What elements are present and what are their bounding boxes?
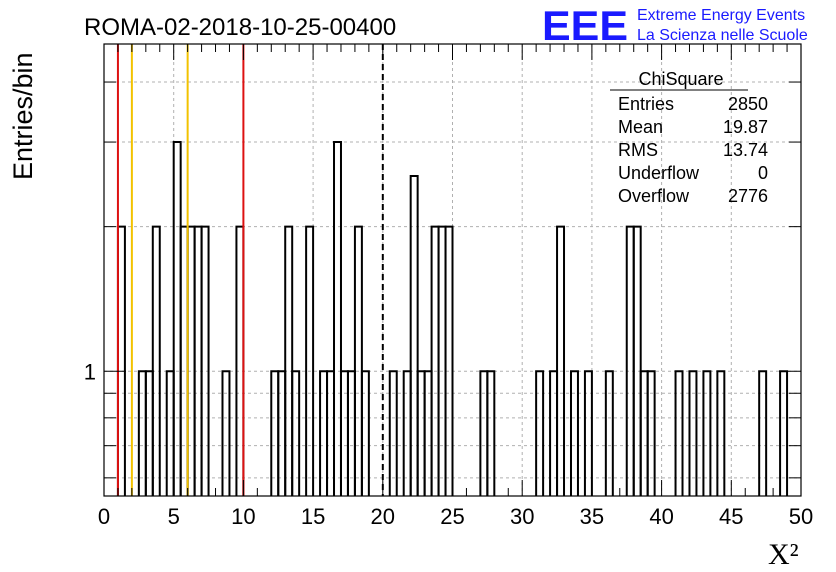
stats-value-mean: 19.87 <box>723 117 768 137</box>
logo-line-2: La Scienza nelle Scuole <box>637 27 808 44</box>
histogram-bar <box>535 370 545 496</box>
stats-label-overflow: Overflow <box>618 186 690 206</box>
stats-value-overflow: 2776 <box>728 186 768 206</box>
histogram-bar <box>179 225 189 496</box>
histogram-bar <box>479 370 489 496</box>
stats-label-entries: Entries <box>618 94 674 114</box>
histogram-bar <box>716 370 726 496</box>
histogram-bar <box>186 225 196 496</box>
x-tick-label: 20 <box>371 504 395 529</box>
histogram-bar <box>688 370 698 496</box>
stats-label-mean: Mean <box>618 117 663 137</box>
threshold-lines <box>116 44 384 496</box>
histogram-bar <box>625 225 635 496</box>
histogram-bar <box>549 370 559 496</box>
statistics-box: ChiSquare Entries 2850 Mean 19.87 RMS 13… <box>610 69 768 206</box>
histogram-bar <box>779 370 789 496</box>
histogram-bar <box>674 370 684 496</box>
stats-value-rms: 13.74 <box>723 140 768 160</box>
x-tick-label: 30 <box>510 504 534 529</box>
histogram-bar <box>556 225 566 496</box>
histogram-bar <box>305 225 315 496</box>
histogram-bar <box>346 370 356 496</box>
histogram-bar <box>270 370 280 496</box>
x-tick-label: 50 <box>789 504 813 529</box>
histogram-bar <box>165 370 175 496</box>
plot-frame <box>103 43 802 497</box>
histogram-bar <box>144 370 154 496</box>
histogram-bar <box>388 370 398 496</box>
chart-title: ROMA-02-2018-10-25-00400 <box>84 14 396 41</box>
eee-logo: EEE Extreme Energy Events La Scienza nel… <box>542 2 808 49</box>
histogram-bar <box>444 225 454 496</box>
histogram-bar <box>284 225 294 496</box>
histogram-bar <box>200 225 210 496</box>
logo-line-1: Extreme Energy Events <box>637 7 805 24</box>
histogram-bar <box>409 174 419 496</box>
histogram-bar <box>116 225 126 496</box>
histogram-bar <box>193 225 203 496</box>
histogram-bar <box>639 370 649 496</box>
histogram-bar <box>632 225 642 496</box>
eee-logo-mark: EEE <box>542 2 628 49</box>
stats-label-rms: RMS <box>618 140 658 160</box>
histogram-bar <box>235 225 245 496</box>
histogram-bar <box>758 370 768 496</box>
histogram-bar <box>221 370 231 496</box>
histogram-bar <box>583 370 593 496</box>
histogram-bar <box>702 370 712 496</box>
x-tick-label: 25 <box>440 504 464 529</box>
x-axis-label: X² <box>768 538 799 571</box>
histogram-bar <box>437 225 447 496</box>
histogram-bar <box>333 141 342 496</box>
x-tick-label: 45 <box>719 504 743 529</box>
stats-value-entries: 2850 <box>728 94 768 114</box>
x-tick-label: 0 <box>98 504 110 529</box>
histogram-bar <box>151 225 161 496</box>
histogram-bar <box>339 370 349 496</box>
histogram-bar <box>137 370 147 496</box>
histogram-bar <box>569 370 579 496</box>
histogram-bar <box>360 370 370 496</box>
y-axis-label: Entries/bin <box>8 52 38 180</box>
histogram-bar <box>172 141 182 496</box>
histogram-bar <box>646 370 656 496</box>
x-tick-label: 10 <box>231 504 255 529</box>
x-tick-label: 5 <box>168 504 180 529</box>
stats-value-underflow: 0 <box>758 163 768 183</box>
histogram-bar <box>326 370 336 496</box>
stats-title: ChiSquare <box>638 69 723 89</box>
histogram-bar <box>319 370 329 496</box>
histogram-bar <box>291 370 301 496</box>
histogram-bar <box>430 225 440 496</box>
histogram-bar <box>353 225 363 496</box>
x-tick-label: 40 <box>649 504 673 529</box>
histogram-bar <box>486 370 496 496</box>
x-tick-label: 35 <box>580 504 604 529</box>
histogram-bar <box>402 370 412 496</box>
histogram-bar <box>604 370 614 496</box>
histogram-bar <box>416 370 426 496</box>
tick-labels: 0 5 10 15 20 25 30 35 40 45 50 1 <box>84 359 813 529</box>
y-tick-label: 1 <box>84 359 96 384</box>
x-tick-label: 15 <box>301 504 325 529</box>
histogram-bar <box>277 370 287 496</box>
histogram-bar <box>423 370 433 496</box>
stats-label-underflow: Underflow <box>618 163 700 183</box>
